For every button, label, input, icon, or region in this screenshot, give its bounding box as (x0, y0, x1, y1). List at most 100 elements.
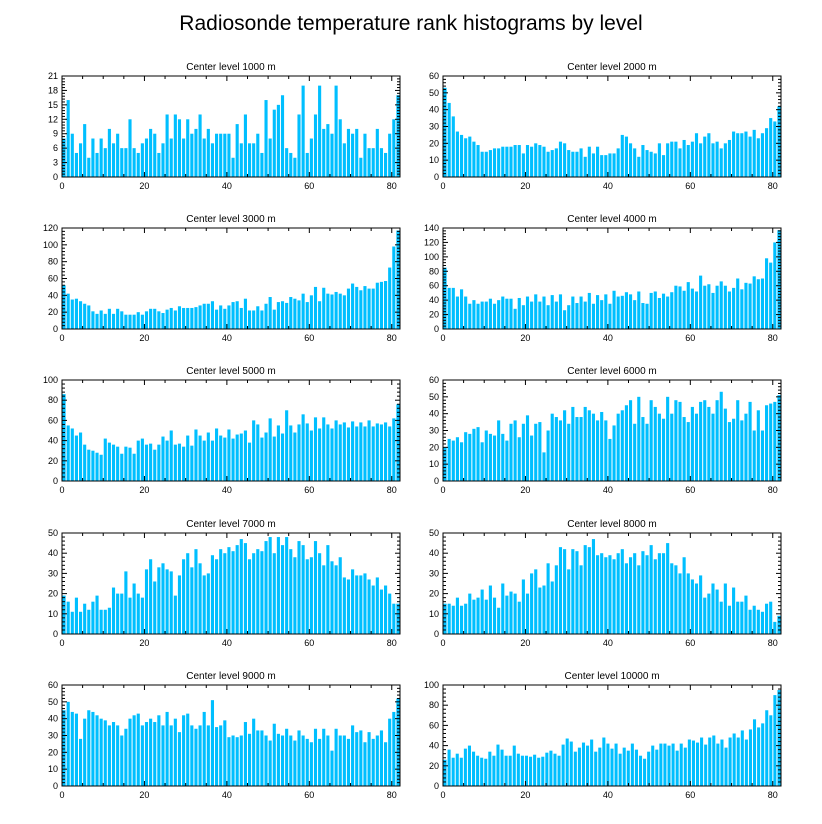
histogram-bar (243, 543, 247, 634)
histogram-bar (573, 751, 577, 786)
histogram-bar (614, 743, 618, 786)
histogram-bar (83, 718, 87, 786)
histogram-bar (342, 577, 346, 634)
histogram-panel: Center level 4000 m 0 20 40 60 80 0 20 40 60 80 100… (424, 214, 782, 343)
panel-title: Center level 6000 m (567, 366, 657, 377)
histogram-bar (144, 569, 149, 634)
histogram-bar (392, 418, 396, 481)
histogram-bar (661, 553, 666, 634)
histogram-bar (379, 281, 384, 329)
histogram-bar (686, 573, 690, 634)
histogram-bar (509, 146, 513, 177)
histogram-bar (765, 710, 769, 786)
histogram-bar (521, 579, 525, 634)
y-tick-label: 80 (429, 266, 439, 276)
histogram-bar (396, 603, 400, 634)
histogram-bar (447, 102, 451, 177)
histogram-bar (285, 728, 289, 786)
y-tick-label: 40 (48, 290, 58, 300)
histogram-bar (375, 577, 379, 634)
histogram-bar (604, 294, 608, 329)
y-tick-label: 80 (429, 700, 439, 710)
histogram-bar (124, 446, 128, 481)
histogram-bar (132, 715, 136, 786)
histogram-bar (674, 565, 678, 634)
histogram-bar (703, 136, 707, 177)
histogram-bar (210, 700, 215, 786)
x-tick-label: 60 (685, 333, 695, 343)
histogram-bar (342, 295, 346, 329)
histogram-bar (107, 607, 111, 634)
x-tick-label: 20 (520, 485, 530, 495)
x-tick-label: 60 (685, 181, 695, 191)
histogram-bar (367, 420, 371, 481)
histogram-bar (492, 755, 496, 786)
histogram-bar (727, 139, 732, 177)
histogram-bar (563, 410, 567, 481)
histogram-bar (74, 152, 78, 177)
y-tick-label: 50 (429, 88, 439, 98)
histogram-bar (602, 737, 606, 786)
histogram-bar (272, 109, 276, 177)
histogram-bar (120, 453, 124, 481)
histogram-bar (464, 603, 468, 634)
histogram-bar (293, 298, 297, 329)
histogram-bar (538, 587, 542, 634)
histogram-bar (616, 296, 620, 329)
histogram-bar (571, 151, 575, 177)
histogram-bar (153, 308, 157, 329)
histogram-bar (157, 444, 161, 481)
histogram-bar (132, 148, 136, 177)
histogram-bar (719, 391, 723, 481)
histogram-bar (657, 553, 661, 634)
histogram-bar (346, 579, 351, 634)
histogram-bar (70, 711, 74, 786)
y-tick-label: 12 (48, 114, 58, 124)
histogram-bar (326, 545, 330, 634)
histogram-bar (546, 151, 550, 177)
histogram-bar (773, 121, 777, 177)
histogram-bar (136, 440, 140, 481)
histogram-bar (297, 424, 301, 481)
histogram-bar (704, 744, 708, 786)
histogram-bar (359, 290, 363, 329)
histogram-bar (169, 430, 173, 481)
y-tick-label: 40 (429, 105, 439, 115)
histogram-bar (116, 446, 120, 481)
histogram-bar (190, 725, 194, 786)
histogram-bar (289, 297, 293, 329)
histogram-bar (78, 432, 83, 481)
histogram-bar (252, 143, 256, 177)
y-tick-label: 15 (48, 100, 58, 110)
histogram-bar (219, 725, 223, 786)
histogram-bar (608, 438, 612, 481)
plot-frame (442, 532, 782, 635)
y-tick-label: 20 (48, 307, 58, 317)
histogram-bar (567, 569, 571, 634)
y-tick-label: 50 (48, 697, 58, 707)
histogram-bar (285, 302, 289, 329)
histogram-bar (182, 715, 186, 786)
histogram-bar (610, 748, 614, 786)
histogram-bar (107, 725, 111, 786)
y-tick-label: 50 (48, 528, 58, 538)
histogram-bar (120, 311, 124, 329)
histogram-bar (505, 440, 509, 481)
histogram-bar (484, 599, 488, 634)
histogram-bar (351, 725, 355, 786)
x-tick-label: 80 (768, 333, 778, 343)
histogram-bar (583, 301, 587, 329)
histogram-bar (581, 742, 586, 786)
histogram-bar (301, 414, 305, 481)
histogram-bar (624, 405, 628, 481)
histogram-bar (711, 292, 715, 329)
histogram-bar (736, 400, 740, 481)
histogram-bar (695, 742, 700, 786)
histogram-panel: Center level 2000 m 0 20 40 60 80 0 10 20 30 40 50 6… (429, 62, 782, 191)
x-tick-label: 80 (768, 638, 778, 648)
histogram-bar (140, 725, 144, 786)
histogram-bar (103, 148, 107, 177)
histogram-bar (239, 143, 243, 177)
panel-title: Center level 2000 m (567, 62, 657, 73)
x-tick-label: 0 (59, 485, 64, 495)
